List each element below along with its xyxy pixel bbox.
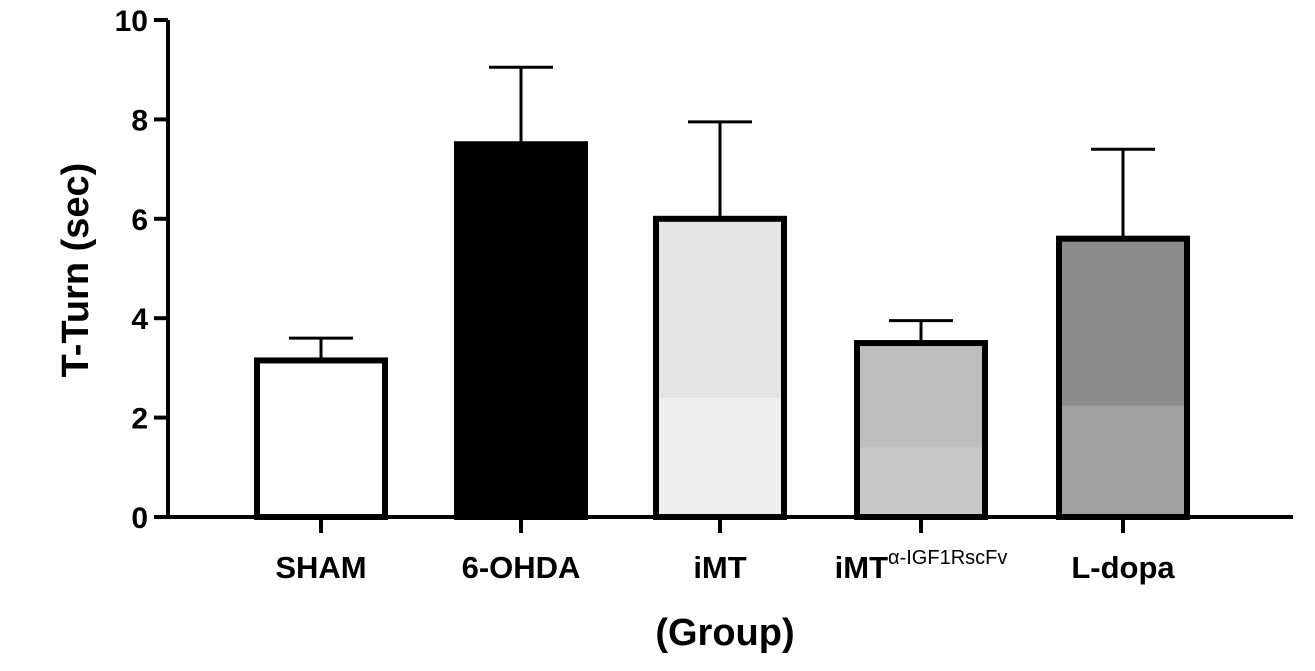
bar (653, 215, 787, 521)
x-tick-label: iMT (693, 550, 746, 585)
y-tick-label: 4 (131, 303, 148, 336)
bar (854, 340, 988, 520)
x-tick-label: 6-OHDA (462, 550, 581, 585)
axes-group (166, 20, 1293, 519)
y-tick-label: 2 (131, 403, 148, 436)
error-bars-group (289, 65, 1155, 361)
x-axis-title: (Group) (655, 612, 794, 654)
bar (254, 357, 388, 520)
bar (454, 141, 588, 520)
x-ticks-group: SHAM 6-OHDA iMT iMTα-IGF1RscFv L-dopa (275, 517, 1175, 585)
y-ticks-group: 0 2 4 6 8 10 (115, 5, 168, 535)
x-tick-label-superscript: α-IGF1RscFv (888, 547, 1007, 569)
bar (1056, 235, 1190, 520)
y-tick-label: 6 (131, 204, 148, 237)
x-tick-label: SHAM (275, 550, 366, 585)
y-tick-label: 10 (115, 5, 148, 38)
y-axis-title: T-Turn (sec) (55, 163, 97, 378)
y-tick-label: 8 (131, 104, 148, 137)
y-tick-label: 0 (131, 502, 148, 535)
x-tick-label: L-dopa (1071, 550, 1175, 585)
bars-group (254, 141, 1190, 521)
x-tick-label: iMTα-IGF1RscFv (835, 547, 1008, 585)
